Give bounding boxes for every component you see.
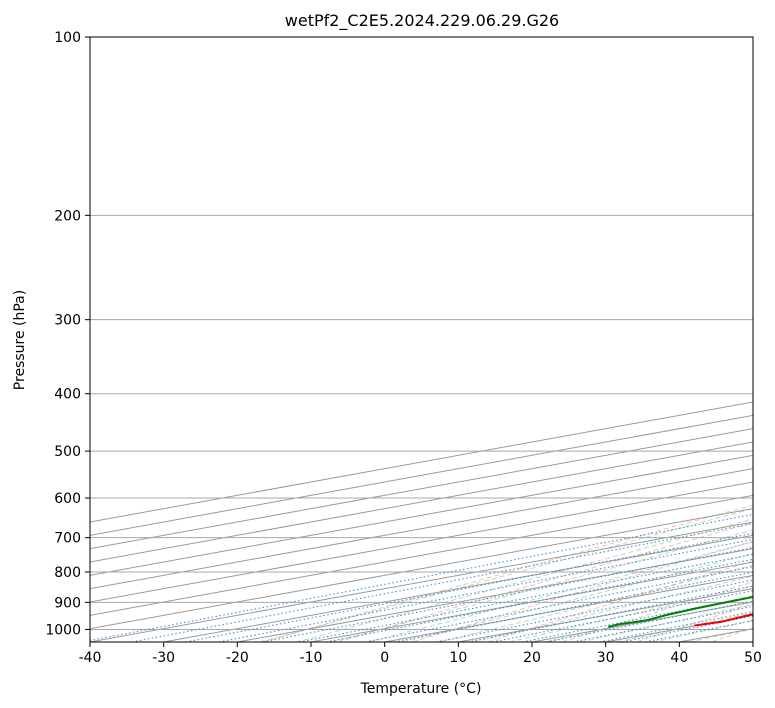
x-tick-label: 50 — [744, 650, 762, 666]
isotherm-line — [90, 481, 753, 603]
mixing-ratio-line — [572, 605, 753, 642]
moist-adiabat — [367, 541, 753, 642]
mixing-ratio-line — [218, 538, 753, 642]
y-tick-label: 900 — [54, 595, 81, 611]
y-tick-label: 700 — [54, 531, 81, 547]
x-tick-label: 0 — [380, 650, 389, 666]
y-tick-label: 300 — [54, 313, 81, 329]
isotherm-line — [90, 521, 753, 642]
mixing-ratio-line — [185, 532, 753, 642]
isotherm-line — [163, 534, 753, 642]
x-tick-label: -30 — [152, 650, 175, 666]
y-tick-label: 1000 — [45, 622, 81, 638]
chart-title: wetPf2_C2E5.2024.229.06.29.G26 — [285, 11, 559, 31]
y-axis-ticks: 100 200 300 400 500 600 700 800 900 1000 — [45, 30, 90, 638]
mixing-ratio-line — [546, 600, 753, 642]
mixing-ratio-line — [522, 595, 753, 642]
mixing-ratio-line — [262, 546, 753, 642]
x-tick-label: 10 — [449, 650, 467, 666]
x-tick-label: -20 — [226, 650, 249, 666]
moist-adiabat — [296, 518, 753, 642]
dry-adiabat — [338, 522, 753, 642]
x-axis-label: Temperature (°C) — [360, 681, 482, 697]
y-tick-label: 800 — [54, 565, 81, 581]
x-tick-label: 30 — [597, 650, 615, 666]
isotherm-line — [90, 468, 753, 590]
x-tick-label: -40 — [79, 650, 102, 666]
mixing-ratio-line — [131, 522, 753, 642]
moist-adiabat — [438, 564, 753, 642]
x-axis-ticks: -40 -30 -20 -10 0 10 20 30 40 50 — [79, 642, 762, 666]
dry-adiabat — [562, 581, 753, 642]
moist-adiabat — [260, 508, 753, 642]
isotherm-line — [90, 441, 753, 563]
mixing-ratio-line — [622, 615, 753, 642]
isotherm-line — [90, 454, 753, 576]
x-tick-label: 20 — [523, 650, 541, 666]
mixing-ratio-line — [599, 611, 753, 642]
y-tick-label: 500 — [54, 444, 81, 460]
y-tick-label: 400 — [54, 387, 81, 403]
x-tick-label: 40 — [670, 650, 688, 666]
x-tick-label: -10 — [300, 650, 323, 666]
y-tick-label: 600 — [54, 491, 81, 507]
y-tick-label: 200 — [54, 208, 81, 224]
dry-adiabat — [263, 504, 753, 642]
isotherm-line — [90, 428, 753, 550]
plot-frame — [89, 36, 754, 643]
y-tick-label: 100 — [54, 30, 81, 46]
isotherm-line — [90, 508, 753, 630]
dry-adiabat — [412, 540, 753, 642]
isotherm-line — [90, 494, 753, 616]
y-axis-label: Pressure (hPa) — [12, 290, 28, 390]
